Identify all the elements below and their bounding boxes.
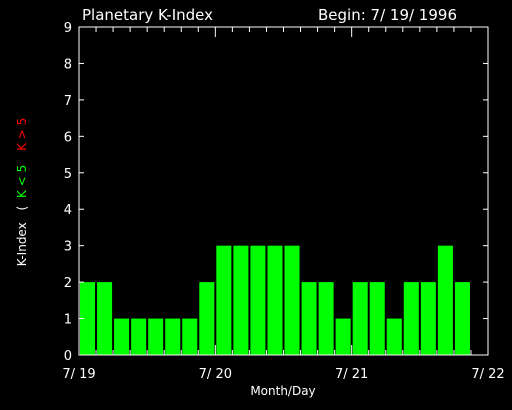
chart-title: Planetary K-Index bbox=[82, 6, 213, 24]
x-axis-title: Month/Day bbox=[250, 384, 315, 398]
bar-17 bbox=[369, 282, 385, 355]
bar-20 bbox=[420, 282, 436, 355]
x-tick-label-2: 7/ 21 bbox=[335, 367, 368, 382]
y-axis-label-open-paren: ( bbox=[15, 206, 29, 211]
y-tick-label-4: 4 bbox=[64, 203, 72, 218]
bar-3 bbox=[131, 318, 147, 355]
y-tick-label-2: 2 bbox=[64, 276, 72, 291]
bar-11 bbox=[267, 245, 283, 355]
y-tick-label-5: 5 bbox=[64, 167, 72, 182]
bar-1 bbox=[97, 282, 113, 355]
bar-21 bbox=[437, 245, 453, 355]
bar-14 bbox=[318, 282, 334, 355]
y-axis-label-green: K < 5 bbox=[15, 165, 29, 198]
bar-18 bbox=[386, 318, 402, 355]
bar-22 bbox=[454, 282, 470, 355]
y-tick-label-1: 1 bbox=[64, 313, 72, 328]
y-axis-label-red: K > 5 bbox=[15, 118, 29, 151]
bar-10 bbox=[250, 245, 266, 355]
y-tick-label-8: 8 bbox=[64, 57, 72, 72]
x-tick-label-3: 7/ 22 bbox=[471, 367, 504, 382]
bar-16 bbox=[352, 282, 368, 355]
bar-7 bbox=[199, 282, 215, 355]
bar-12 bbox=[284, 245, 300, 355]
y-tick-label-3: 3 bbox=[64, 240, 72, 255]
bar-9 bbox=[233, 245, 249, 355]
bar-4 bbox=[148, 318, 164, 355]
begin-date-label: Begin: 7/ 19/ 1996 bbox=[318, 6, 457, 24]
svg-text:K-Index ( K < 5: K-Index ( K < 5 K > 5 bbox=[15, 118, 29, 267]
y-axis-title: K-Index ( K < 5 K > 5 bbox=[15, 118, 29, 267]
bar-6 bbox=[182, 318, 198, 355]
bar-0 bbox=[80, 282, 96, 355]
bar-13 bbox=[301, 282, 317, 355]
bars-group bbox=[80, 245, 470, 355]
bar-19 bbox=[403, 282, 419, 355]
x-tick-label-0: 7/ 19 bbox=[62, 367, 95, 382]
y-tick-label-0: 0 bbox=[64, 349, 72, 364]
y-tick-label-6: 6 bbox=[64, 130, 72, 145]
x-tick-label-1: 7/ 20 bbox=[199, 367, 232, 382]
plot-frame bbox=[78, 26, 489, 356]
bar-5 bbox=[165, 318, 181, 355]
y-tick-label-9: 9 bbox=[64, 21, 72, 36]
bar-2 bbox=[114, 318, 130, 355]
bar-8 bbox=[216, 245, 232, 355]
y-tick-label-7: 7 bbox=[64, 94, 72, 109]
y-axis-label-main: K-Index bbox=[15, 222, 29, 266]
bar-15 bbox=[335, 318, 351, 355]
